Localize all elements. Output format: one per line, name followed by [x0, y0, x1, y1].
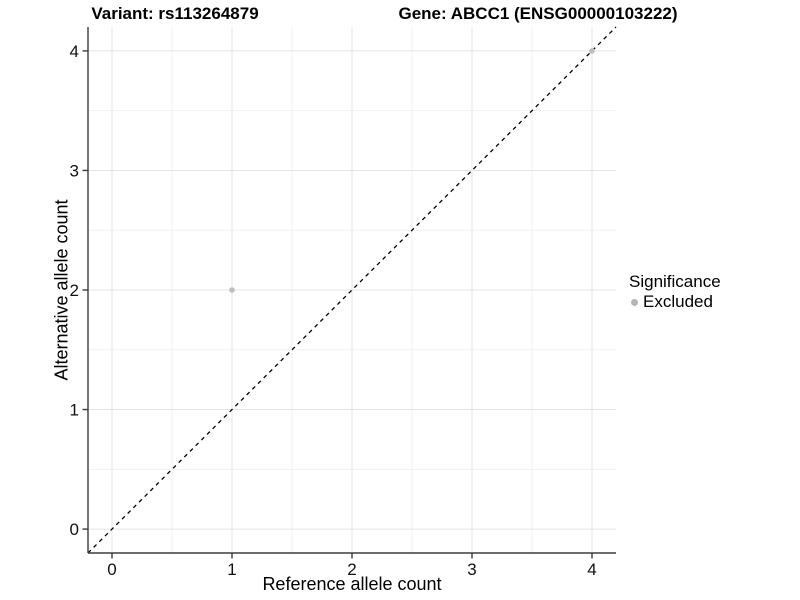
data-point — [229, 287, 235, 293]
y-tick-label: 1 — [70, 401, 79, 420]
legend: Significance Excluded — [629, 272, 721, 311]
x-tick-label: 3 — [467, 560, 476, 579]
y-tick-label: 4 — [70, 42, 79, 61]
x-tick-label: 1 — [227, 560, 236, 579]
plot-title-gene: Gene: ABCC1 (ENSG00000103222) — [398, 4, 678, 23]
data-point — [589, 48, 595, 54]
x-tick-label: 4 — [587, 560, 596, 579]
x-tick-label: 2 — [347, 560, 356, 579]
legend-item-excluded: Excluded — [629, 293, 721, 311]
y-tick-label: 3 — [70, 161, 79, 180]
y-tick-label: 0 — [70, 520, 79, 539]
legend-title: Significance — [629, 272, 721, 291]
legend-key-dot-icon — [631, 298, 638, 306]
y-tick-label: 2 — [70, 281, 79, 300]
plot-title-variant: Variant: rs113264879 — [91, 4, 259, 23]
x-tick-label: 0 — [107, 560, 116, 579]
x-axis-title: Reference allele count — [262, 574, 442, 594]
legend-item-label: Excluded — [643, 292, 713, 311]
y-axis-title: Alternative allele count — [51, 199, 72, 381]
